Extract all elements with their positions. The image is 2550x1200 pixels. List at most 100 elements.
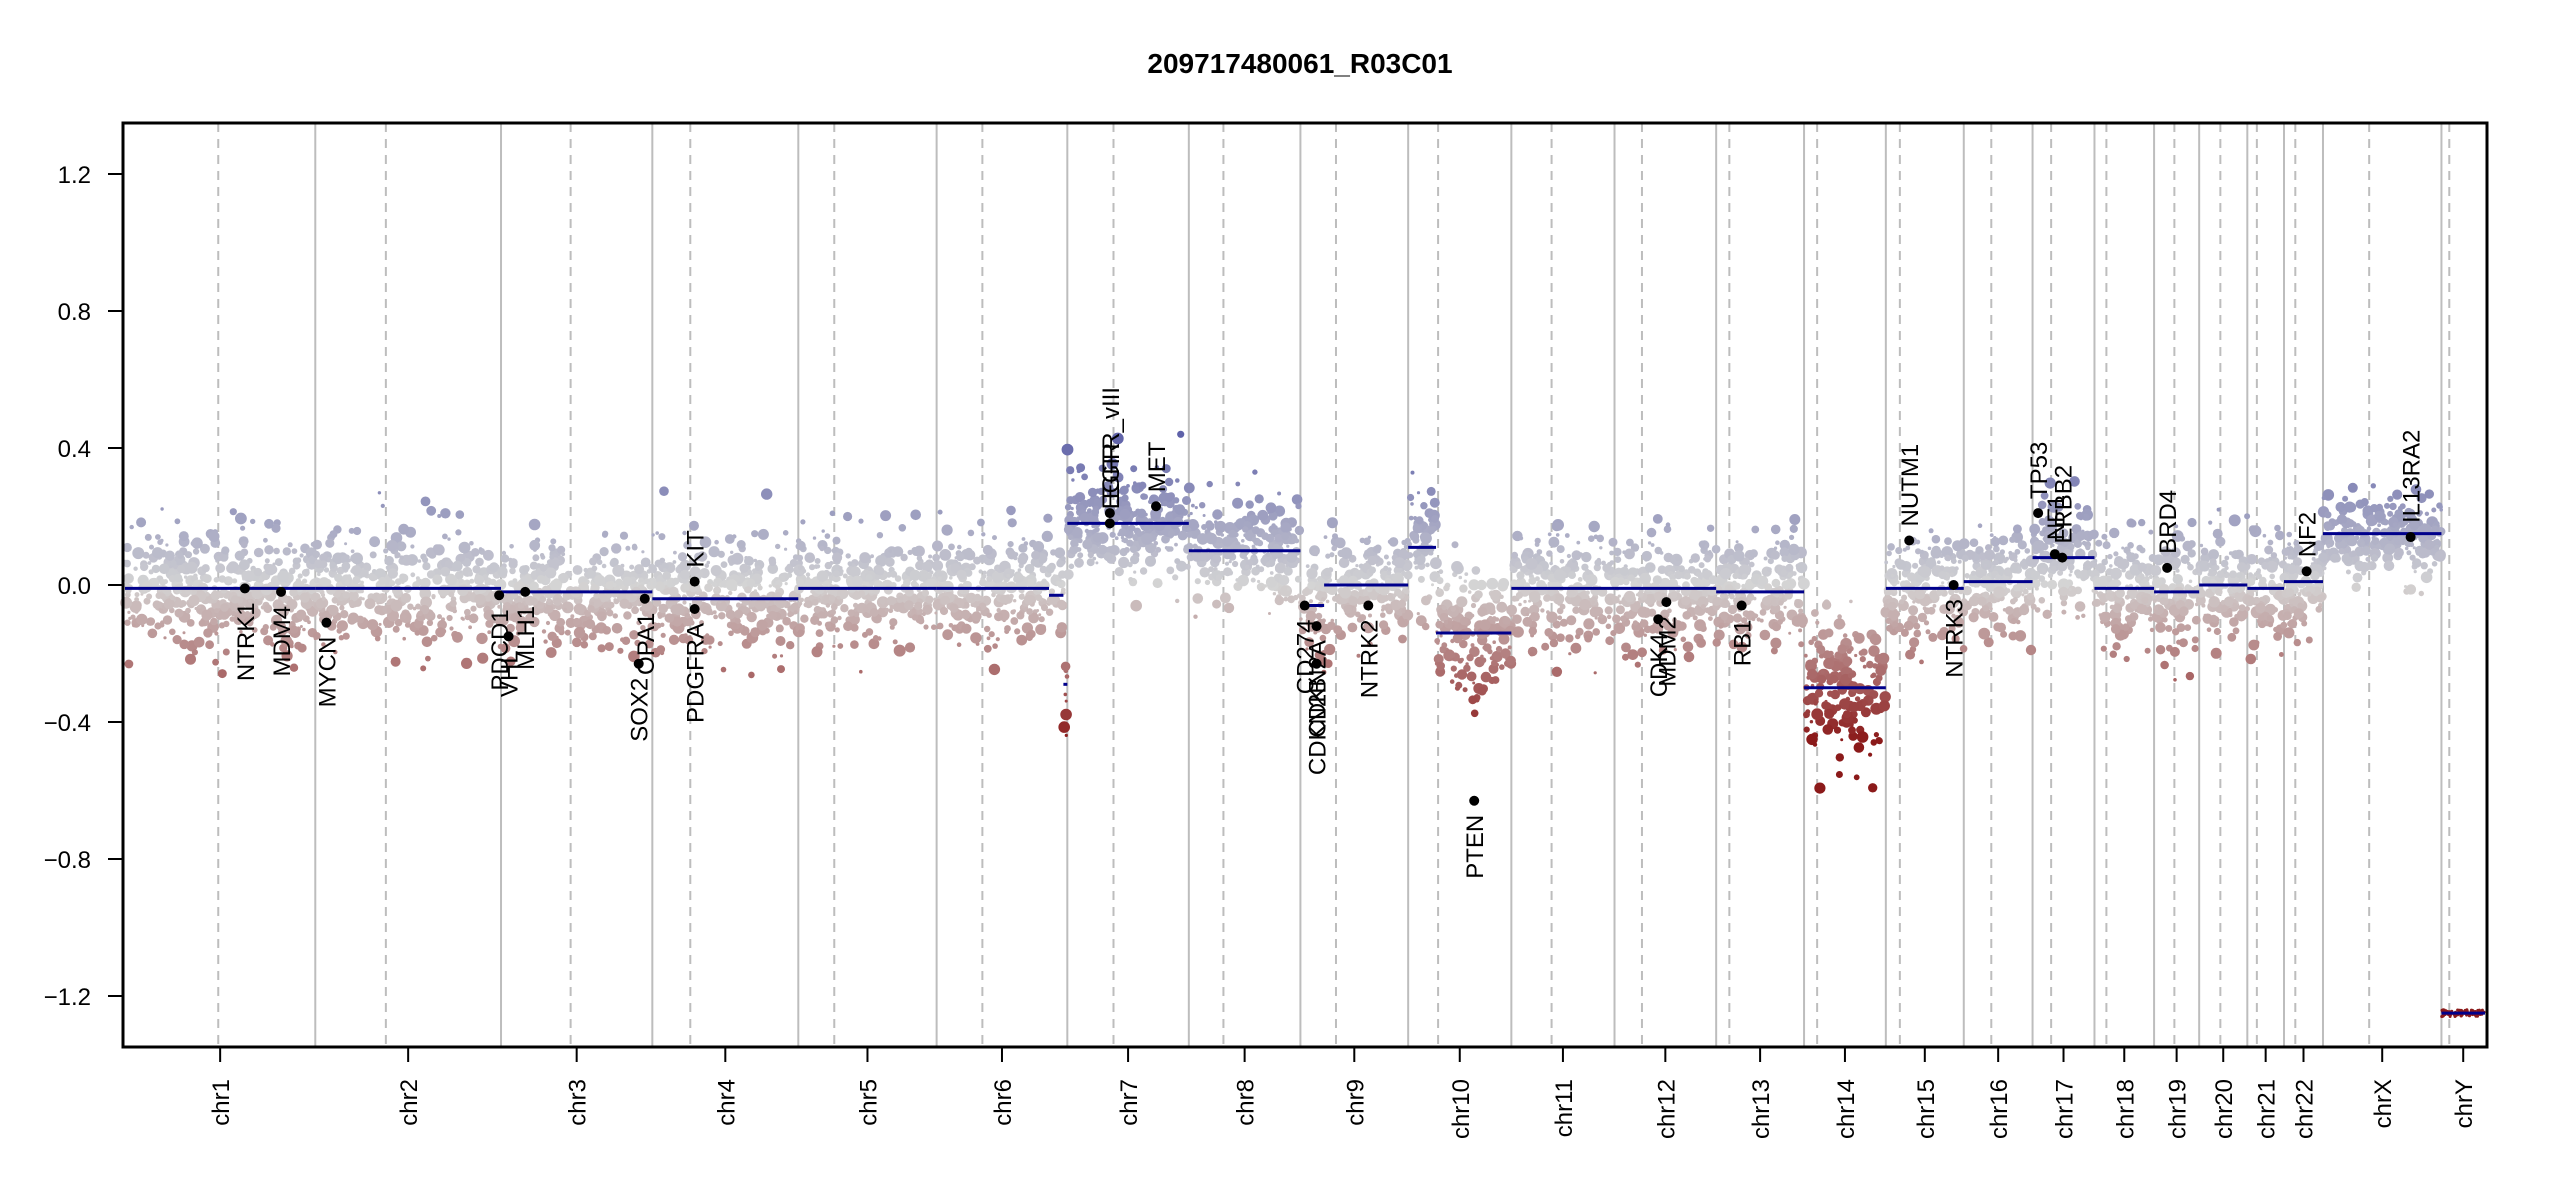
probe-point [2287, 564, 2297, 575]
probe-point [1907, 572, 1916, 582]
probe-point [299, 625, 303, 628]
probe-point [631, 543, 638, 549]
probe-point [928, 554, 933, 559]
probe-point [404, 622, 411, 628]
probe-point [1416, 612, 1420, 616]
probe-point [2270, 552, 2278, 559]
probe-point [1048, 588, 1055, 595]
probe-point [697, 571, 704, 577]
probe-point [348, 590, 359, 602]
probe-point [512, 578, 518, 584]
probe-point [1174, 542, 1178, 547]
probe-point [2005, 606, 2014, 615]
probe-point [130, 614, 136, 620]
probe-point [1931, 534, 1941, 544]
probe-point [2151, 577, 2163, 589]
probe-point [650, 622, 659, 632]
probe-point [2199, 543, 2204, 548]
probe-point [1639, 572, 1651, 585]
probe-point [1496, 601, 1508, 613]
probe-point [417, 559, 422, 563]
probe-point [1822, 724, 1834, 735]
probe-point [2255, 602, 2266, 614]
probe-point [2288, 598, 2295, 604]
probe-point [775, 584, 781, 590]
probe-point [1386, 561, 1391, 566]
probe-point [662, 568, 667, 573]
probe-point [1612, 596, 1620, 604]
probe-point [1835, 753, 1845, 762]
probe-point [1833, 618, 1846, 630]
probe-point [458, 541, 471, 554]
probe-point [1452, 633, 1463, 644]
probe-point [1294, 525, 1305, 536]
probe-point [1235, 541, 1240, 546]
probe-point [2275, 530, 2285, 541]
probe-point [1599, 546, 1603, 550]
probe-point [1643, 633, 1648, 637]
probe-point [1624, 548, 1635, 560]
probe-point [2187, 563, 2194, 571]
probe-point [1299, 626, 1306, 633]
probe-point [2057, 561, 2068, 572]
probe-point [775, 543, 781, 550]
probe-point [1412, 550, 1422, 559]
probe-point [2040, 580, 2049, 588]
probe-point [1741, 557, 1750, 566]
probe-point [1074, 492, 1086, 503]
probe-point [1119, 485, 1129, 495]
probe-point [264, 564, 276, 576]
probe-point [898, 524, 907, 532]
probe-point [640, 557, 651, 568]
probe-point [1455, 681, 1463, 689]
probe-point [2126, 552, 2137, 563]
probe-point [1003, 568, 1015, 579]
probe-point [2038, 575, 2046, 582]
probe-point [1514, 561, 1523, 569]
probe-point [2136, 544, 2143, 552]
probe-point [769, 559, 777, 567]
probe-point [892, 639, 898, 645]
probe-point [174, 608, 184, 618]
probe-point [1837, 644, 1847, 654]
probe-point [1450, 605, 1457, 612]
probe-point [1071, 478, 1075, 482]
probe-point [384, 620, 389, 625]
probe-point [1895, 559, 1907, 570]
probe-point [1063, 525, 1073, 535]
probe-point [1220, 533, 1225, 537]
probe-point [183, 575, 188, 579]
probe-point [831, 548, 835, 553]
probe-point [2267, 539, 2274, 546]
probe-point [1572, 606, 1580, 614]
probe-point [2125, 615, 2133, 623]
probe-point [197, 608, 203, 614]
probe-point [240, 525, 246, 531]
probe-point [1208, 566, 1214, 573]
probe-point [1265, 552, 1271, 557]
probe-point [700, 635, 711, 645]
probe-point [136, 517, 147, 528]
probe-point [1566, 553, 1571, 559]
probe-point [811, 598, 819, 606]
probe-point [2264, 545, 2274, 555]
probe-point [2287, 542, 2292, 546]
probe-point [437, 585, 450, 597]
probe-point [1072, 546, 1080, 553]
probe-point [868, 638, 880, 650]
probe-point [351, 565, 362, 576]
probe-point [734, 618, 741, 625]
probe-point [159, 593, 166, 600]
probe-point [1265, 562, 1271, 568]
probe-point [197, 605, 201, 609]
probe-point [880, 510, 892, 522]
probe-point [914, 601, 923, 611]
probe-point [1364, 549, 1371, 557]
probe-point [546, 598, 552, 603]
probe-point [1066, 496, 1075, 505]
probe-point [536, 600, 545, 609]
probe-point [1887, 609, 1899, 621]
probe-point [2377, 523, 2382, 528]
probe-point [708, 546, 720, 558]
probe-point [448, 591, 455, 598]
